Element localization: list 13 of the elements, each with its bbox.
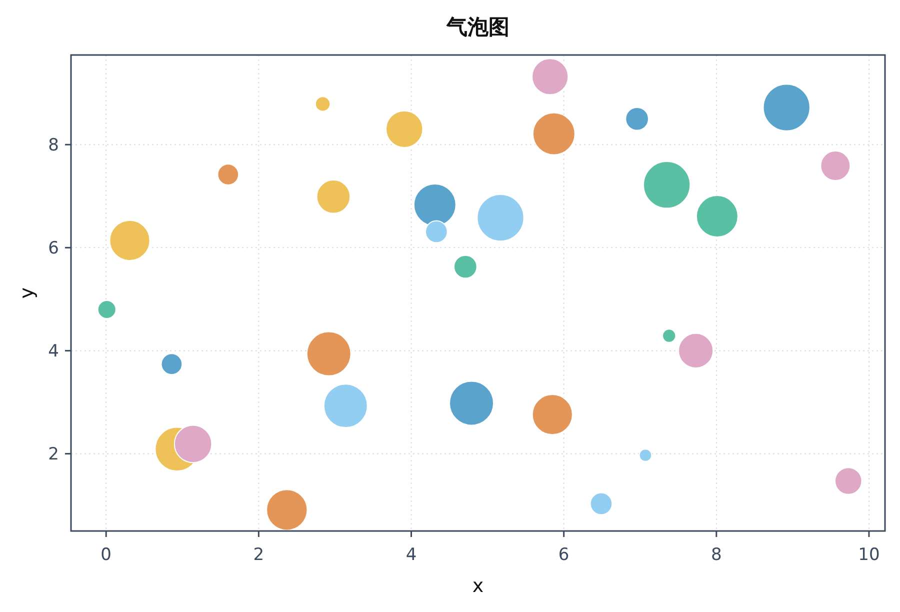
xtick: 6 (558, 545, 570, 565)
ytick: 8 (48, 136, 59, 156)
ytick: 4 (48, 342, 59, 362)
xtick: 2 (253, 545, 264, 565)
xlabel: x (472, 575, 484, 597)
xtick: 10 (858, 545, 880, 565)
xtick: 0 (100, 545, 112, 565)
xtick: 4 (406, 545, 417, 565)
title: 气泡图 (446, 15, 510, 39)
ytick: 6 (48, 238, 59, 259)
ylabel: y (16, 287, 38, 299)
xtick: 8 (711, 545, 722, 565)
ytick: 2 (48, 444, 59, 465)
